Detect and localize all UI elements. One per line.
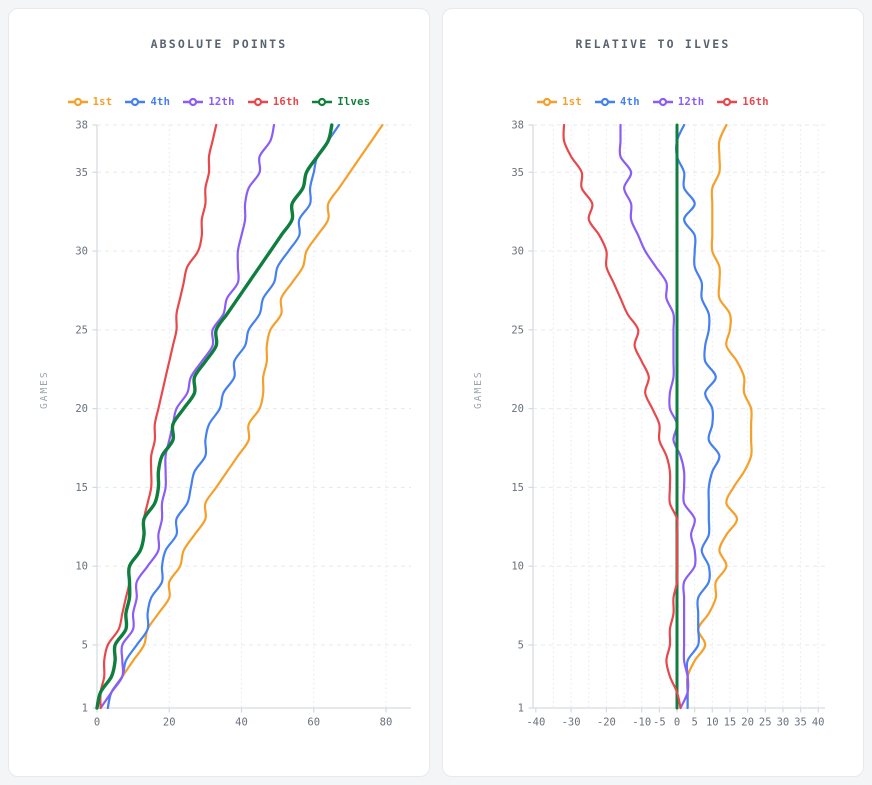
svg-text:5: 5 (691, 717, 697, 729)
legend-marker-icon (595, 97, 615, 107)
legend-item-16th[interactable]: 16th (247, 96, 300, 108)
axes (528, 124, 825, 713)
svg-text:-5: -5 (653, 717, 666, 729)
svg-text:35: 35 (75, 167, 88, 179)
svg-text:40: 40 (812, 717, 825, 729)
line-ilves (95, 123, 334, 710)
line-1st (106, 123, 384, 710)
legend-item-12th[interactable]: 12th (652, 96, 705, 108)
chart-title-relative-to-ilves: RELATIVE TO ILVES (575, 37, 731, 51)
svg-text:15: 15 (724, 717, 737, 729)
legend-label: 12th (677, 96, 705, 108)
svg-text:60: 60 (307, 717, 320, 729)
svg-text:38: 38 (511, 120, 524, 132)
svg-text:40: 40 (235, 717, 248, 729)
legend-label: 16th (742, 96, 769, 108)
svg-text:5: 5 (518, 639, 524, 651)
svg-text:10: 10 (511, 561, 524, 573)
line-1st (685, 123, 753, 710)
line-4th (106, 123, 341, 710)
svg-text:10: 10 (706, 717, 719, 729)
svg-text:-10: -10 (632, 717, 651, 729)
svg-text:25: 25 (511, 324, 524, 336)
svg-text:80: 80 (380, 717, 393, 729)
legend-marker-icon (537, 97, 558, 107)
svg-text:25: 25 (759, 717, 772, 729)
svg-text:10: 10 (75, 561, 88, 573)
gridlines (533, 124, 825, 708)
legend-label: 1st (92, 96, 113, 108)
series-lines (95, 123, 384, 710)
svg-text:15: 15 (511, 482, 524, 494)
svg-text:0: 0 (674, 717, 680, 729)
legend-label: 4th (620, 96, 640, 108)
legend-label: 1st (562, 96, 582, 108)
line-16th (99, 123, 218, 710)
svg-text:25: 25 (75, 324, 88, 336)
svg-text:-30: -30 (562, 717, 581, 729)
legend-item-ilves[interactable]: Ilves (312, 96, 370, 108)
axes (92, 124, 411, 713)
line-4th (675, 123, 721, 710)
legend-marker-icon (312, 97, 333, 107)
svg-text:20: 20 (511, 403, 524, 415)
legend-item-16th[interactable]: 16th (717, 96, 769, 108)
svg-text:30: 30 (75, 246, 88, 258)
svg-text:20: 20 (75, 403, 88, 415)
legend-label: 4th (150, 96, 171, 108)
svg-text:38: 38 (75, 120, 88, 132)
legend-item-1st[interactable]: 1st (537, 96, 582, 108)
legend-marker-icon (652, 97, 673, 107)
svg-text:30: 30 (511, 246, 524, 258)
svg-text:20: 20 (741, 717, 754, 729)
legend-marker-icon (183, 97, 204, 107)
panel-relative-to-ilves: RELATIVE TO ILVES 1st 4th 12th 16th 1 5 10 15 2… (442, 8, 864, 777)
svg-text:20: 20 (163, 717, 176, 729)
chart-legend: 1st 4th 12th 16th (443, 96, 863, 108)
chart-legend: 1st 4th 12th 16th Ilves (9, 96, 429, 108)
legend-marker-icon (67, 97, 88, 107)
games-axis-label: GAMES (39, 370, 50, 409)
legend-label: 16th (272, 96, 300, 108)
line-16th (562, 123, 682, 710)
svg-text:-40: -40 (526, 717, 545, 729)
legend-item-12th[interactable]: 12th (183, 96, 235, 108)
legend-item-4th[interactable]: 4th (595, 96, 640, 108)
svg-text:5: 5 (82, 639, 88, 651)
legend-label: 12th (208, 96, 235, 108)
chart-title-absolute-points: ABSOLUTE POINTS (150, 37, 288, 51)
series-lines (562, 123, 753, 710)
line-12th (618, 123, 697, 710)
svg-text:15: 15 (75, 482, 88, 494)
svg-text:1: 1 (82, 703, 88, 715)
svg-text:1: 1 (518, 703, 524, 715)
legend-marker-icon (717, 97, 738, 107)
legend-marker-icon (125, 97, 146, 107)
svg-text:35: 35 (511, 167, 524, 179)
legend-item-1st[interactable]: 1st (67, 96, 113, 108)
svg-text:30: 30 (777, 717, 790, 729)
legend-marker-icon (247, 97, 268, 107)
panel-absolute-points: ABSOLUTE POINTS 1st 4th 12th 16th Ilves 1 5 10… (8, 8, 430, 777)
legend-item-4th[interactable]: 4th (125, 96, 170, 108)
legend-label: Ilves (337, 96, 371, 108)
line-12th (99, 123, 276, 710)
svg-text:35: 35 (794, 717, 807, 729)
svg-text:-20: -20 (597, 717, 616, 729)
games-axis-label: GAMES (473, 370, 484, 409)
svg-text:0: 0 (94, 717, 100, 729)
